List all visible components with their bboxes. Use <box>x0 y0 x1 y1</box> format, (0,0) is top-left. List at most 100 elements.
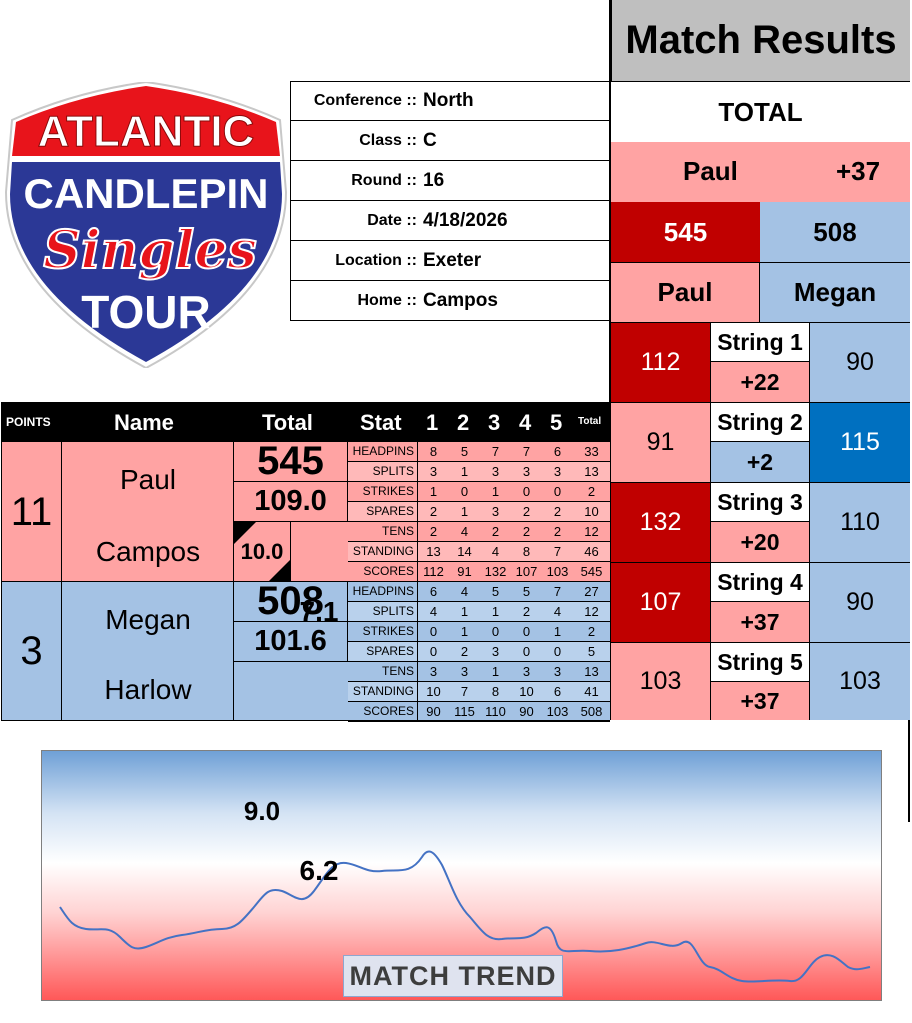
winner-margin: +37 <box>836 156 881 186</box>
info-row-conference: Conference :: North <box>290 81 610 121</box>
info-value: 16 <box>423 169 445 191</box>
player-1-stat-a: 10.0 <box>234 522 291 582</box>
string5-label: String 5 <box>710 642 810 682</box>
stat-value: 0 <box>491 624 500 639</box>
string2-left: 91 <box>611 402 710 482</box>
winner-name: Paul <box>683 156 738 186</box>
stat-value: 8 <box>429 444 438 459</box>
stat-row-splits: SPLITS 4 1 1 2 4 12 <box>348 602 610 622</box>
stat-value: 1 <box>460 624 469 639</box>
stat-value: 14 <box>457 544 472 559</box>
logo-line1: ATLANTIC <box>38 107 255 156</box>
info-label: Class :: <box>359 131 417 149</box>
stat-name: SCORES <box>348 562 418 581</box>
stat-row-splits: SPLITS 3 1 3 3 3 13 <box>348 462 610 482</box>
string1-left: 112 <box>611 322 710 402</box>
stat-total: 2 <box>587 484 596 499</box>
stat-total: 508 <box>580 704 603 719</box>
string3-label: String 3 <box>710 482 810 522</box>
stat-value: 10 <box>426 684 441 699</box>
stat-value: 2 <box>429 504 438 519</box>
stat-value: 3 <box>460 664 469 679</box>
stat-name: SCORES <box>348 702 418 721</box>
info-value: 4/18/2026 <box>423 209 508 231</box>
right-edge-line <box>908 720 910 822</box>
player-2-name-cell: Megan Harlow <box>62 582 234 721</box>
stat-value: 7 <box>460 684 469 699</box>
stat-value: 4 <box>491 544 500 559</box>
info-label: Conference :: <box>313 92 417 109</box>
stat-row-strikes: STRIKES 0 1 0 0 1 2 <box>348 622 610 642</box>
info-value: Campos <box>423 289 498 311</box>
stat-name: SPARES <box>348 642 418 661</box>
stat-name: STANDING <box>348 542 418 561</box>
stat-total: 545 <box>580 564 603 579</box>
total-score-right: 508 <box>760 202 910 262</box>
string1-running: +22 <box>710 362 810 402</box>
stat-value: 3 <box>429 664 438 679</box>
stat-value: 0 <box>429 624 438 639</box>
atlantic-candlepin-logo: ATLANTIC CANDLEPIN Singles TOUR <box>4 82 288 368</box>
stat-row-scores: SCORES 90 115 110 90 103 508 <box>348 702 610 722</box>
stat-total: 46 <box>584 544 599 559</box>
stat-total: 12 <box>584 524 599 539</box>
header-col-3: 3 <box>488 410 501 435</box>
stat-name: TENS <box>348 522 418 541</box>
stat-value: 103 <box>546 564 569 579</box>
stat-name: HEADPINS <box>348 442 418 461</box>
results-divider <box>609 0 611 720</box>
stat-total: 12 <box>584 604 599 619</box>
header-total: Total <box>262 410 313 435</box>
stat-value: 2 <box>429 524 438 539</box>
stat-value: 8 <box>522 544 531 559</box>
info-row-home: Home :: Campos <box>290 281 610 321</box>
player-1-stat-a-value: 10.0 <box>240 539 284 564</box>
player-2-last-name: Harlow <box>104 674 192 705</box>
logo-line2: CANDLEPIN <box>23 170 268 217</box>
stat-total: 13 <box>584 664 599 679</box>
stat-value: 110 <box>485 704 506 719</box>
stat-value: 107 <box>515 564 538 579</box>
stat-name: HEADPINS <box>348 582 418 601</box>
string3-right: 110 <box>810 482 910 562</box>
stat-value: 0 <box>522 624 531 639</box>
stat-value: 0 <box>553 644 562 659</box>
player-2-points: 3 <box>2 582 62 721</box>
stat-value: 3 <box>491 464 500 479</box>
stat-row-tens: TENS 2 4 2 2 2 12 <box>348 522 610 542</box>
stat-total: 10 <box>584 504 599 519</box>
name-left: Paul <box>611 262 760 322</box>
string5-right: 103 <box>810 642 910 720</box>
stat-value: 112 <box>423 564 444 579</box>
info-label: Date :: <box>367 211 417 229</box>
stat-row-standing: STANDING 13 14 4 8 7 46 <box>348 542 610 562</box>
header-col-5: 5 <box>550 410 563 435</box>
stat-value: 2 <box>491 524 500 539</box>
player-1-total: 545 <box>234 439 348 483</box>
stat-value: 10 <box>519 684 534 699</box>
stat-value: 0 <box>553 484 562 499</box>
stat-total: 13 <box>584 464 599 479</box>
stat-value: 2 <box>522 504 531 519</box>
stat-value: 4 <box>460 524 469 539</box>
stat-value: 2 <box>522 524 531 539</box>
stat-value: 1 <box>460 504 469 519</box>
stat-value: 3 <box>429 464 438 479</box>
info-row-location: Location :: Exeter <box>290 241 610 281</box>
stat-value: 0 <box>522 484 531 499</box>
stat-value: 90 <box>519 704 534 719</box>
header-col-4: 4 <box>519 410 532 435</box>
stat-value: 5 <box>460 444 469 459</box>
stat-row-strikes: STRIKES 1 0 1 0 0 2 <box>348 482 610 502</box>
stat-row-scores: SCORES 112 91 132 107 103 545 <box>348 562 610 582</box>
stat-row-spares: SPARES 0 2 3 0 0 5 <box>348 642 610 662</box>
player-1-first-name: Paul <box>119 464 177 495</box>
stat-value: 6 <box>429 584 438 599</box>
total-label: TOTAL <box>718 96 803 127</box>
header-stat: Stat <box>360 410 402 435</box>
info-label: Location :: <box>335 251 417 269</box>
stat-name: SPLITS <box>348 602 418 621</box>
info-value: Exeter <box>423 249 482 271</box>
stat-row-spares: SPARES 2 1 3 2 2 10 <box>348 502 610 522</box>
stat-value: 91 <box>457 564 472 579</box>
